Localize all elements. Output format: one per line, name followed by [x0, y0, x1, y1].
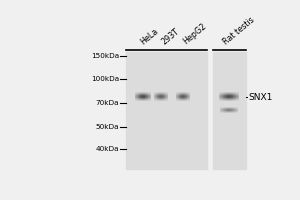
Bar — [213, 52, 246, 169]
Text: 150kDa: 150kDa — [91, 53, 119, 59]
Text: 100kDa: 100kDa — [91, 76, 119, 82]
Text: 40kDa: 40kDa — [95, 146, 119, 152]
Text: HepG2: HepG2 — [182, 22, 208, 46]
Text: 50kDa: 50kDa — [95, 124, 119, 130]
Text: SNX1: SNX1 — [248, 93, 272, 102]
Text: Rat testis: Rat testis — [221, 15, 256, 46]
Text: 293T: 293T — [160, 27, 181, 46]
Text: 70kDa: 70kDa — [95, 100, 119, 106]
Bar — [126, 52, 207, 169]
Text: HeLa: HeLa — [139, 26, 160, 46]
